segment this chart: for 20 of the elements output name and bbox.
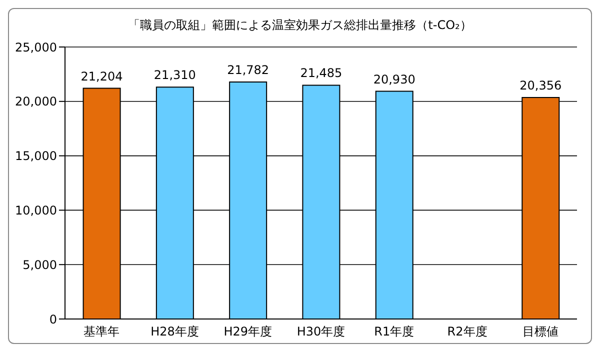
data-label: 21,310 [154, 68, 196, 82]
x-tick-label: H30年度 [296, 324, 346, 339]
data-label: 20,356 [520, 78, 562, 93]
y-tick-label: 20,000 [15, 94, 57, 109]
y-tick-label: 10,000 [15, 203, 57, 218]
x-tick-label: R2年度 [447, 324, 488, 339]
y-tick-label: 25,000 [15, 40, 57, 54]
data-label: 21,204 [80, 69, 123, 84]
x-tick-label: H29年度 [224, 324, 272, 339]
x-tick-label: H28年度 [150, 324, 199, 339]
y-tick-label: 0 [49, 312, 57, 326]
y-tick-label: 15,000 [15, 149, 57, 164]
chart-title: 「職員の取組」範囲による温室効果ガス総排出量推移（t-CO₂） [127, 17, 473, 34]
x-tick-label: R1年度 [374, 324, 414, 339]
y-tick-label: 5,000 [22, 258, 57, 272]
data-label: 21,485 [300, 66, 342, 80]
x-tick-label: 目標値 [522, 324, 558, 339]
data-label: 20,930 [373, 72, 416, 86]
x-tick-label: 基準年 [84, 324, 120, 339]
data-label: 21,782 [227, 63, 270, 78]
